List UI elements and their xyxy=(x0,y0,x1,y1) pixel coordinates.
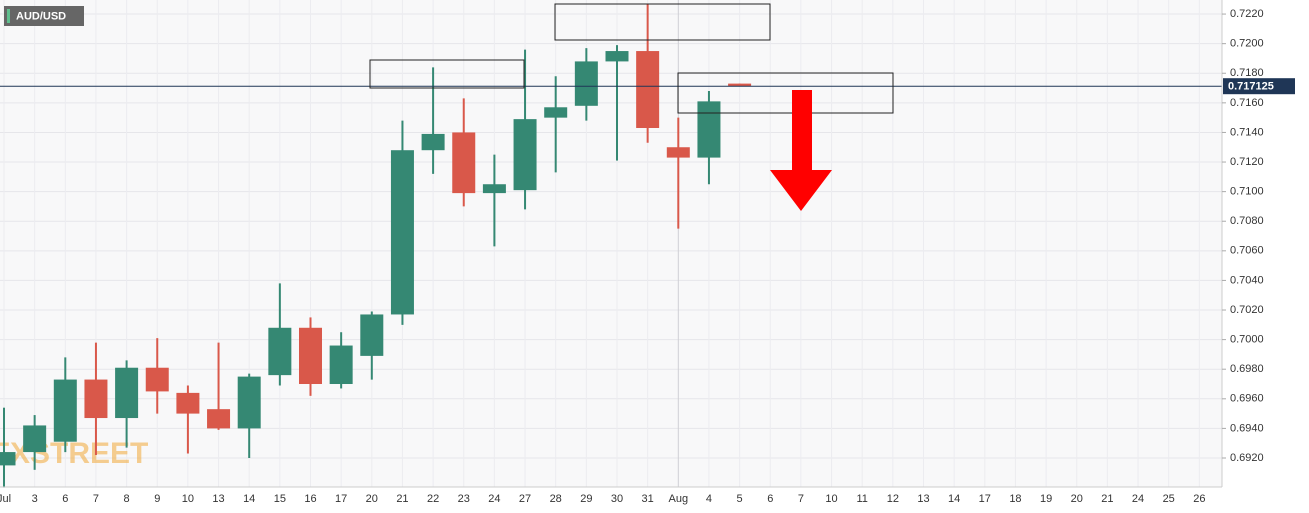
x-tick-label: 20 xyxy=(366,493,378,505)
x-tick-label: 9 xyxy=(154,493,160,505)
x-tick-label: 26 xyxy=(1193,493,1205,505)
candle-body xyxy=(666,147,690,158)
candle-body xyxy=(360,314,384,356)
x-tick-label: 24 xyxy=(1132,493,1144,505)
x-tick-label: 10 xyxy=(182,493,194,505)
x-tick-label: 7 xyxy=(93,493,99,505)
candle-body xyxy=(207,409,231,429)
annotation-box xyxy=(677,72,894,114)
candle-body xyxy=(0,452,16,466)
x-tick-label: 16 xyxy=(304,493,316,505)
candle-body xyxy=(482,184,506,194)
candle-body xyxy=(329,345,353,385)
y-tick-label: 0.7200 xyxy=(1230,38,1264,50)
y-tick-label: 0.6960 xyxy=(1230,393,1264,405)
axes: 0.6920 0.6940 0.6960 0.6980 0.7000 0.7020 0.70… xyxy=(0,8,1295,505)
x-tick-label: 25 xyxy=(1163,493,1175,505)
candle-body xyxy=(145,367,169,392)
x-tick-label: 7 xyxy=(798,493,804,505)
candle-body xyxy=(605,51,629,62)
last-price-box xyxy=(1223,78,1295,95)
candle-body xyxy=(513,119,537,191)
candle-body xyxy=(115,367,139,419)
x-tick-label: 29 xyxy=(580,493,592,505)
annotation-box xyxy=(369,59,525,89)
y-tick-label: 0.7100 xyxy=(1230,186,1264,198)
x-tick-label: 22 xyxy=(427,493,439,505)
y-tick-label: 0.7040 xyxy=(1230,274,1264,286)
y-tick-label: 0.7020 xyxy=(1230,304,1264,316)
y-tick-label: 0.7120 xyxy=(1230,156,1264,168)
x-tick-label: 12 xyxy=(887,493,899,505)
candle-body xyxy=(452,132,476,194)
candle-body xyxy=(574,61,598,106)
x-tick-label: 5 xyxy=(737,493,743,505)
x-tick-label: 17 xyxy=(979,493,991,505)
symbol-label: AUD/USD xyxy=(16,10,66,22)
x-tick-label: 14 xyxy=(948,493,960,505)
x-tick-label: 19 xyxy=(1040,493,1052,505)
x-tick-label: 27 xyxy=(519,493,531,505)
x-tick-label: 18 xyxy=(1009,493,1021,505)
y-tick-label: 0.6980 xyxy=(1230,363,1264,375)
x-tick-label: 14 xyxy=(243,493,255,505)
x-tick-label: 11 xyxy=(856,493,867,505)
candle-body xyxy=(84,379,108,419)
candle-body xyxy=(636,51,660,129)
x-tick-label: 8 xyxy=(124,493,130,505)
y-tick-label: 0.6940 xyxy=(1230,422,1264,434)
x-tick-label: 15 xyxy=(274,493,286,505)
x-tick-label: 28 xyxy=(550,493,562,505)
x-tick-label: 21 xyxy=(396,493,408,505)
x-tick-label: 31 xyxy=(642,493,654,505)
candle-body xyxy=(237,376,261,429)
x-tick-label: 6 xyxy=(62,493,68,505)
candle-body xyxy=(23,425,47,453)
x-tick-label: 6 xyxy=(767,493,773,505)
symbol-marker xyxy=(7,9,10,23)
y-tick-label: 0.7140 xyxy=(1230,126,1264,138)
symbol-box xyxy=(4,6,84,26)
candle-body xyxy=(390,150,414,315)
x-tick-label: 10 xyxy=(825,493,837,505)
candles xyxy=(0,3,1222,488)
y-tick-label: 0.6920 xyxy=(1230,452,1264,464)
y-tick-label: 0.7180 xyxy=(1230,67,1264,79)
candle-body xyxy=(176,392,200,414)
plot-background xyxy=(0,0,1222,487)
x-tick-label: 21 xyxy=(1101,493,1113,505)
candle-body xyxy=(53,379,77,442)
x-tick-label: 17 xyxy=(335,493,347,505)
x-tick-label: 13 xyxy=(212,493,224,505)
x-tick-label: 3 xyxy=(32,493,38,505)
annotation-box xyxy=(554,3,771,41)
x-tick-label: Jul xyxy=(0,493,11,505)
down-arrow xyxy=(770,90,832,211)
candle-body xyxy=(728,83,752,87)
y-tick-label: 0.7000 xyxy=(1230,334,1264,346)
x-tick-label: 4 xyxy=(706,493,712,505)
x-tick-label: Aug xyxy=(669,493,689,505)
candle-body xyxy=(544,107,568,118)
x-tick-label: 13 xyxy=(917,493,929,505)
candle-body xyxy=(268,327,292,376)
y-tick-label: 0.7060 xyxy=(1230,245,1264,257)
candle-body xyxy=(299,327,322,385)
x-tick-label: 23 xyxy=(458,493,470,505)
y-tick-label: 0.7160 xyxy=(1230,97,1264,109)
y-tick-label: 0.7080 xyxy=(1230,215,1264,227)
last-price-label: 0.717125 xyxy=(1228,81,1274,93)
x-tick-label: 20 xyxy=(1071,493,1083,505)
y-tick-label: 0.7220 xyxy=(1230,8,1264,20)
x-tick-label: 30 xyxy=(611,493,623,505)
x-tick-label: 24 xyxy=(488,493,500,505)
candle-body xyxy=(421,133,445,151)
candle-body xyxy=(697,101,721,158)
